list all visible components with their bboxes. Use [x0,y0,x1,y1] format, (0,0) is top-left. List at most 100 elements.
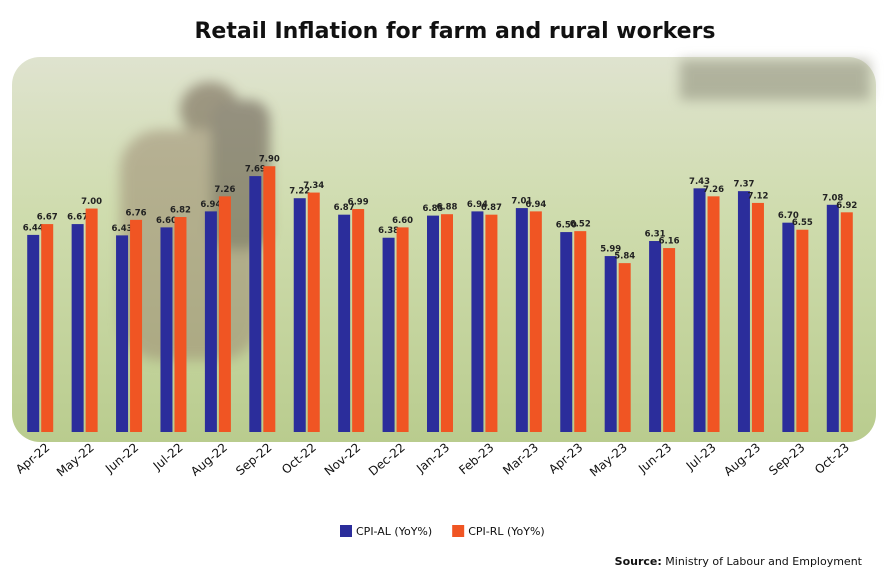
x-tick-label: Feb-23 [456,440,496,477]
bar [307,192,320,432]
value-label: 5.99 [600,245,621,255]
bar [427,215,439,432]
bar [782,222,795,432]
x-tick-label: Aug-23 [721,440,763,478]
value-label: 7.22 [289,187,310,197]
bar [515,208,528,432]
bar [604,256,617,432]
value-label: 7.00 [81,197,102,207]
bar [471,211,484,432]
bar [826,204,839,432]
value-label: 7.01 [511,197,532,207]
bar [41,224,54,432]
value-label: 6.70 [778,211,799,221]
bar [529,211,542,432]
bar [174,217,187,432]
value-label: 6.31 [645,230,666,240]
bar [840,212,853,432]
source-label: Source: [615,555,662,568]
value-label: 6.38 [378,226,399,236]
value-label: 6.99 [348,198,369,208]
x-tick-label: Jan-23 [413,440,452,476]
value-label: 5.84 [614,252,635,262]
value-label: 6.88 [437,203,458,213]
bar [352,209,365,432]
bar [649,241,662,432]
value-label: 7.08 [822,193,843,203]
x-tick-label: May-23 [587,440,630,479]
x-tick-label: Mar-23 [500,440,541,477]
bar [116,235,129,432]
x-tick-label: Aug-22 [188,440,230,478]
value-label: 6.87 [334,203,355,213]
x-tick-label: May-22 [54,440,97,479]
legend-label: CPI-RL (YoY%) [468,525,545,538]
x-tick-label: Jul-22 [150,440,186,473]
value-label: 7.34 [303,181,324,191]
bar [130,219,143,432]
x-tick-label: Oct-22 [279,440,319,477]
source-text: Ministry of Labour and Employment [665,555,862,568]
bar [382,237,395,432]
bar [441,214,453,432]
value-label: 6.76 [126,208,147,218]
bar [485,214,498,432]
x-tick-label: Apr-23 [546,440,585,476]
value-label: 6.94 [200,200,221,210]
bar [27,234,40,432]
value-label: 7.12 [747,191,768,201]
x-tick-label: Sep-22 [233,440,274,478]
bar [71,224,84,432]
bar [707,196,720,432]
bar [751,202,764,432]
value-label: 6.67 [67,213,88,223]
legend-label: CPI-AL (YoY%) [356,525,432,538]
x-tick-label: Jul-23 [683,440,719,473]
legend-swatch [340,525,352,537]
value-label: 7.26 [214,185,235,195]
chart-title: Retail Inflation for farm and rural work… [194,19,715,44]
value-label: 7.26 [703,185,724,195]
value-label: 6.43 [112,224,133,234]
bar [396,227,409,432]
value-label: 7.37 [733,180,754,190]
value-label: 6.67 [37,213,58,223]
value-label: 6.92 [836,201,857,211]
bar [293,198,306,432]
value-label: 6.16 [659,237,680,247]
bar [204,211,217,432]
bar [737,191,750,432]
value-label: 6.55 [792,218,813,228]
value-label: 7.69 [245,165,266,175]
value-label: 6.94 [525,200,546,210]
value-label: 6.44 [23,223,44,233]
value-label: 6.60 [392,216,413,226]
value-label: 6.87 [481,203,502,213]
value-label: 6.60 [156,216,177,226]
x-tick-label: Oct-23 [812,440,852,477]
x-tick-label: Sep-23 [766,440,807,478]
source: Source: Ministry of Labour and Employmen… [615,555,863,568]
bar [618,263,631,432]
value-label: 6.52 [570,220,591,230]
x-tick-label: Nov-22 [322,440,364,478]
value-label: 7.90 [259,155,280,165]
value-label: 6.50 [556,221,577,231]
bar [263,166,276,432]
bar [693,188,706,432]
value-label: 7.43 [689,177,710,187]
bar [85,208,98,432]
x-tick-label: Jun-22 [102,440,141,476]
x-tick-label: Jun-23 [635,440,674,476]
value-label: 6.82 [170,206,191,216]
bar [796,229,809,432]
bar [218,196,231,432]
bar [249,176,262,432]
bar [663,248,676,432]
legend: CPI-AL (YoY%) CPI-RL (YoY%) [340,525,545,538]
x-tick-label: Dec-22 [366,440,408,478]
value-label: 6.85 [423,204,444,214]
legend-swatch [452,525,465,537]
x-tick-label: Apr-22 [13,440,52,476]
